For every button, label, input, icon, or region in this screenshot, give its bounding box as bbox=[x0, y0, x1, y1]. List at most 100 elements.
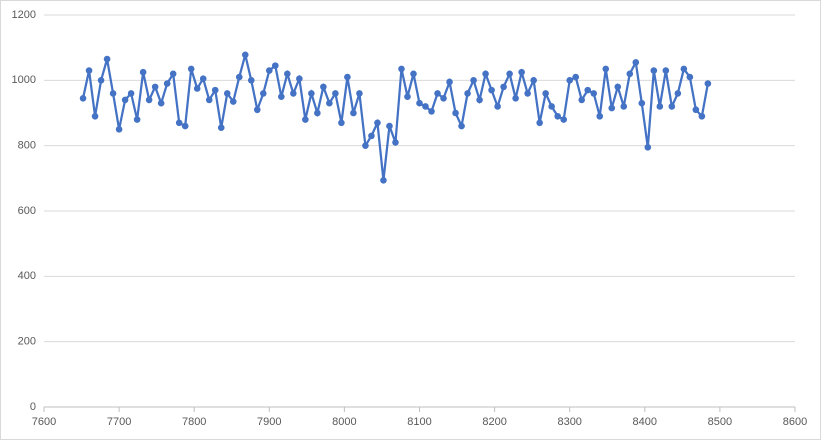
point bbox=[157, 99, 165, 107]
point bbox=[620, 103, 628, 110]
point bbox=[247, 77, 255, 84]
point bbox=[548, 103, 555, 110]
point bbox=[332, 90, 339, 97]
x-tick-label: 8200 bbox=[482, 416, 506, 428]
point bbox=[308, 90, 315, 97]
point bbox=[133, 116, 141, 123]
point bbox=[656, 103, 664, 110]
point bbox=[338, 119, 345, 127]
point bbox=[241, 51, 249, 59]
point bbox=[476, 96, 483, 104]
x-tick-label: 8500 bbox=[708, 416, 732, 428]
point bbox=[163, 80, 171, 87]
point bbox=[139, 68, 147, 76]
point bbox=[494, 103, 501, 110]
point bbox=[416, 99, 423, 107]
point bbox=[668, 103, 676, 110]
point bbox=[626, 70, 634, 78]
point bbox=[398, 65, 405, 73]
point bbox=[91, 112, 99, 120]
point bbox=[356, 90, 363, 97]
point bbox=[530, 77, 537, 84]
point bbox=[596, 112, 604, 120]
point bbox=[404, 93, 411, 100]
point bbox=[109, 90, 117, 97]
point bbox=[506, 70, 513, 78]
point bbox=[326, 99, 333, 107]
point bbox=[602, 65, 610, 73]
point bbox=[500, 83, 507, 91]
point bbox=[554, 112, 561, 120]
point bbox=[79, 95, 87, 102]
x-tick-label: 8600 bbox=[783, 416, 807, 428]
point bbox=[205, 96, 213, 104]
point bbox=[266, 67, 273, 74]
point bbox=[380, 176, 387, 184]
point bbox=[344, 73, 351, 81]
point bbox=[470, 77, 477, 84]
point bbox=[518, 68, 525, 76]
point bbox=[632, 59, 640, 66]
point bbox=[524, 90, 531, 97]
point bbox=[392, 139, 399, 146]
x-tick-label: 7600 bbox=[32, 416, 56, 428]
point bbox=[103, 55, 111, 63]
point bbox=[614, 83, 622, 91]
point bbox=[482, 70, 489, 78]
point bbox=[169, 70, 177, 78]
y-tick-label: 800 bbox=[18, 140, 36, 152]
point bbox=[704, 80, 712, 87]
point bbox=[662, 67, 670, 74]
point bbox=[223, 90, 231, 97]
point bbox=[542, 90, 549, 97]
point bbox=[674, 90, 682, 97]
point bbox=[151, 83, 159, 91]
point bbox=[85, 67, 93, 74]
y-tick-label: 0 bbox=[30, 401, 36, 413]
point bbox=[145, 96, 153, 104]
point bbox=[458, 122, 465, 130]
point bbox=[314, 109, 321, 117]
x-tick-label: 8000 bbox=[332, 416, 356, 428]
x-tick-label: 7900 bbox=[257, 416, 281, 428]
point bbox=[121, 96, 129, 104]
point bbox=[680, 65, 688, 73]
point bbox=[512, 95, 519, 102]
point bbox=[566, 77, 573, 84]
point bbox=[410, 70, 417, 78]
point bbox=[386, 122, 393, 130]
point bbox=[320, 83, 327, 91]
y-tick-label: 1200 bbox=[12, 9, 36, 21]
x-tick-label: 7800 bbox=[182, 416, 206, 428]
point bbox=[584, 86, 592, 94]
point bbox=[284, 70, 291, 78]
point bbox=[175, 119, 183, 127]
point bbox=[296, 75, 303, 82]
point bbox=[578, 96, 586, 104]
point bbox=[302, 116, 309, 123]
point bbox=[608, 104, 616, 112]
point bbox=[253, 106, 261, 114]
point bbox=[446, 78, 453, 86]
x-tick-label: 8400 bbox=[633, 416, 657, 428]
point bbox=[193, 85, 201, 92]
point bbox=[572, 73, 580, 81]
point bbox=[350, 109, 357, 117]
point bbox=[698, 112, 706, 120]
x-tick-label: 7700 bbox=[107, 416, 131, 428]
x-tick-label: 8300 bbox=[557, 416, 581, 428]
point bbox=[259, 90, 267, 97]
point bbox=[362, 142, 369, 149]
point bbox=[428, 108, 435, 115]
point bbox=[686, 73, 694, 81]
point bbox=[199, 75, 207, 82]
point bbox=[422, 103, 429, 110]
point bbox=[290, 90, 297, 97]
point bbox=[272, 62, 279, 69]
point bbox=[187, 65, 195, 73]
point bbox=[638, 99, 646, 107]
point bbox=[650, 67, 658, 74]
point bbox=[278, 93, 285, 100]
